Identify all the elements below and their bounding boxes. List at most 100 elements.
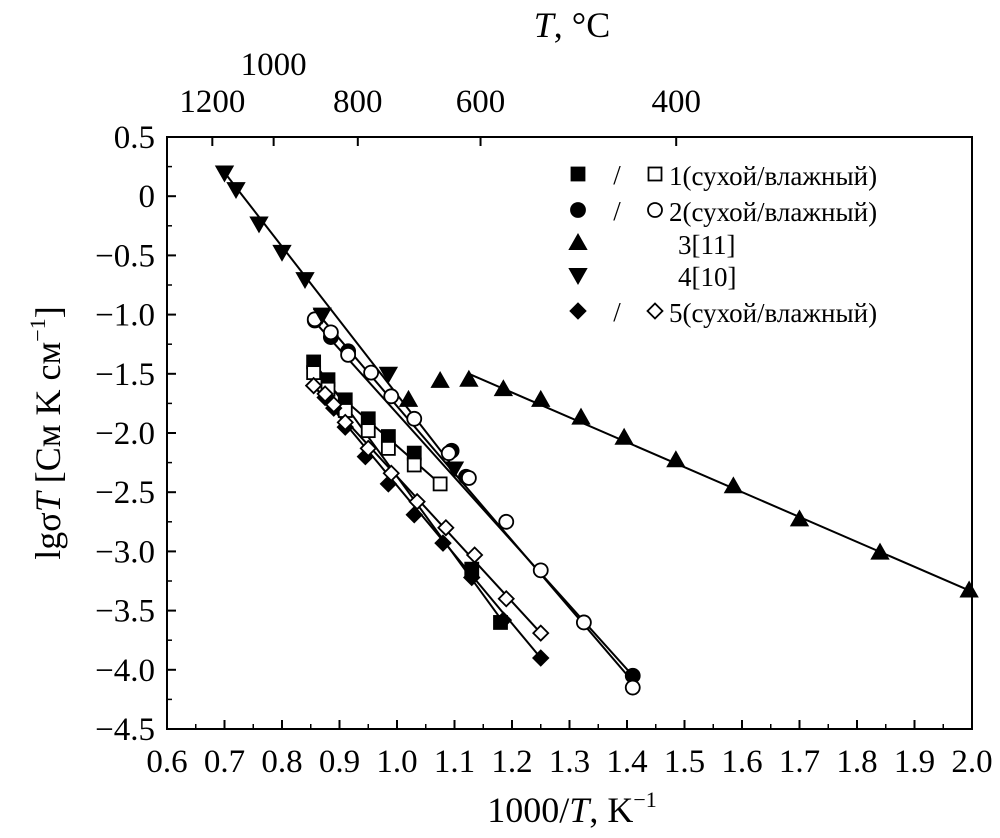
y-tick-label: −0.5 (95, 238, 155, 274)
data-point (666, 450, 686, 468)
legend-marker-filled (568, 233, 588, 250)
data-point (870, 542, 890, 560)
top-tick-label: 800 (333, 84, 383, 120)
data-point (340, 346, 357, 363)
x-tick-label: 1.7 (779, 744, 820, 780)
data-point (532, 562, 549, 579)
legend-separator: / (613, 297, 621, 327)
x-tick-label: 1.3 (549, 744, 590, 780)
data-point (498, 513, 515, 530)
y-tick-label: −2.5 (95, 475, 155, 511)
legend-marker-filled (569, 302, 587, 320)
data-point (465, 546, 484, 564)
data-point (322, 324, 339, 341)
y-tick-label: −4.5 (95, 712, 155, 748)
legend-marker-open (647, 166, 663, 182)
data-point (406, 410, 423, 427)
data-point (532, 624, 550, 642)
data-point (325, 395, 343, 414)
data-point (614, 427, 634, 445)
top-tick-label: 400 (651, 84, 701, 120)
x-tick-label: 1.4 (606, 744, 647, 780)
y-tick-label: −4.0 (95, 653, 155, 689)
data-point (571, 407, 591, 425)
data-point (624, 679, 641, 696)
data-point (440, 445, 457, 462)
data-point (406, 457, 422, 473)
top-tick-label: 600 (456, 84, 506, 120)
x-tick-label: 0.6 (146, 744, 187, 780)
y-axis-ticks: 0.5 0 −0.5 −1.0 −1.5 −2.0 −2.5 −3.0 −3.5 −4.0 −4.5 (95, 120, 176, 748)
x-axis-ticks: 0.6 0.7 0.8 0.9 1.0 1.1 1.2 1.3 1.4 1.5 1.6 1.7 1.8 1… (146, 720, 993, 780)
legend-label: 5(сухой/влажный) (669, 298, 877, 328)
data-point (459, 369, 479, 387)
data-point (272, 244, 292, 262)
legend-separator: / (613, 196, 621, 226)
x-tick-label: 1.8 (836, 744, 877, 780)
legend-label: 4[10] (678, 262, 736, 292)
data-point (398, 389, 419, 407)
x-tick-label: 2.0 (951, 744, 992, 780)
y-tick-label: 0.5 (114, 120, 155, 156)
data-markers (214, 165, 979, 696)
data-point (959, 580, 979, 598)
legend-label: 3[11] (678, 230, 735, 260)
legend-marker-open (647, 202, 663, 218)
fit-lines (223, 171, 970, 683)
y-tick-label: −2.0 (95, 416, 155, 452)
data-point (382, 464, 400, 483)
data-point (363, 364, 380, 381)
top-tick-label: 1000 (241, 47, 307, 83)
legend-marker-open (646, 302, 664, 320)
data-point (408, 492, 426, 511)
x-tick-label: 0.7 (204, 744, 245, 780)
legend-label: 2(сухой/влажный) (669, 197, 877, 227)
data-point (444, 461, 465, 479)
data-point (336, 413, 354, 432)
x-tick-label: 0.9 (319, 744, 360, 780)
legend: / 1(сухой/влажный) / 2(сухой/влажный)3[11]4… (568, 160, 877, 328)
data-point (497, 590, 515, 608)
data-point (430, 370, 450, 388)
data-point (434, 534, 452, 552)
x-tick-label: 1.9 (894, 744, 935, 780)
top-axis-title: T, °C (534, 5, 610, 45)
x-tick-label: 1.2 (491, 744, 532, 780)
data-point (304, 376, 323, 395)
data-point (295, 272, 315, 290)
legend-separator: / (613, 160, 621, 190)
y-tick-label: −1.0 (95, 298, 155, 334)
data-point (432, 476, 448, 492)
x-tick-label: 0.8 (261, 744, 302, 780)
data-point (378, 366, 399, 384)
data-point (316, 385, 334, 403)
x-tick-label: 1.6 (721, 744, 762, 780)
x-tick-label: 1.0 (376, 744, 417, 780)
data-point (723, 476, 744, 494)
data-point (249, 216, 269, 234)
data-point (532, 649, 550, 667)
legend-marker-filled (570, 202, 586, 218)
legend-marker-filled (570, 166, 586, 182)
data-point (226, 182, 246, 200)
data-point (463, 568, 481, 587)
y-tick-label: 0 (139, 179, 156, 215)
data-point (214, 165, 235, 183)
data-point (575, 614, 592, 631)
y-axis-title: lgσT [См K см−1] (25, 306, 68, 559)
data-point (312, 307, 332, 325)
data-point (360, 423, 376, 439)
x-tick-label: 1.5 (664, 744, 705, 780)
data-point (405, 505, 423, 524)
x-tick-label: 1.1 (434, 744, 475, 780)
y-tick-label: −3.0 (95, 534, 155, 570)
x-axis-title: 1000/T, K−1 (487, 787, 656, 830)
data-point (494, 611, 513, 629)
data-point (789, 509, 810, 527)
data-point (460, 470, 477, 486)
data-point (437, 518, 455, 537)
y-tick-label: −1.5 (95, 357, 155, 393)
data-point (383, 388, 400, 405)
